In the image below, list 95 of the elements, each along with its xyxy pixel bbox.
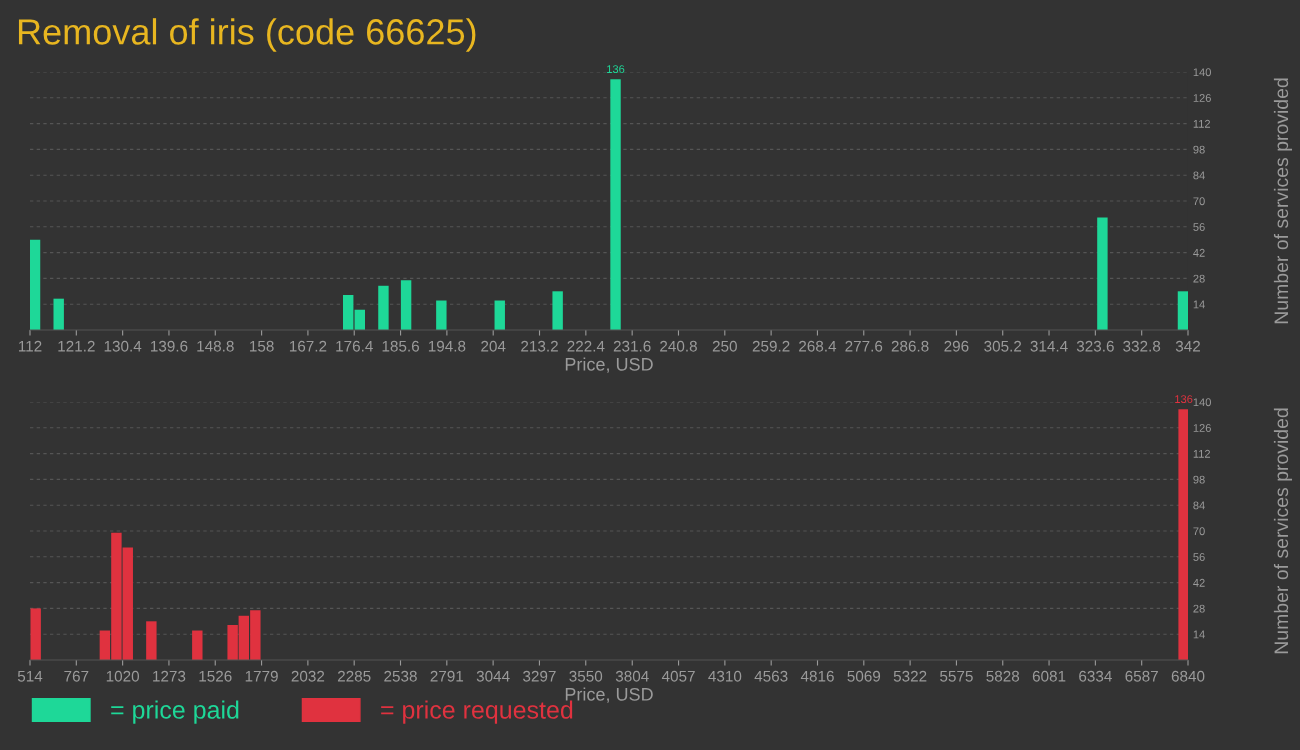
- x-tick-label: 130.4: [104, 340, 142, 352]
- y-tick-label: 28: [1193, 274, 1205, 283]
- x-tick-label: 5575: [940, 670, 973, 682]
- x-tick-label: 4310: [708, 670, 742, 682]
- y-tick-label: 56: [1193, 553, 1205, 561]
- x-tick-label: 185.6: [382, 340, 420, 352]
- x-tick-label: 323.6: [1076, 340, 1114, 352]
- x-tick-label: 213.2: [521, 340, 558, 352]
- x-tick-label: 5828: [986, 670, 1020, 682]
- x-tick-label: 2538: [384, 670, 417, 682]
- x-tick-label: 286.8: [891, 340, 929, 352]
- x-tick-label: 3804: [615, 670, 649, 682]
- x-tick-label: 240.8: [660, 340, 697, 352]
- y-tick-label: 140: [1193, 68, 1211, 77]
- x-axis-title: Price, USD: [565, 357, 653, 373]
- data-label: 136: [1175, 395, 1193, 404]
- x-tick-label: 1779: [245, 670, 278, 682]
- x-tick-label: 204: [481, 340, 506, 352]
- y-tick-label: 70: [1193, 197, 1205, 206]
- x-tick-label: 3044: [476, 670, 510, 682]
- x-tick-label: 268.4: [799, 340, 837, 352]
- x-tick-label: 231.6: [613, 340, 651, 352]
- y-tick-label: 84: [1193, 501, 1205, 510]
- bar: [1177, 291, 1188, 330]
- x-tick-label: 332.8: [1123, 340, 1161, 352]
- data-label: 136: [607, 65, 625, 74]
- bar: [494, 300, 505, 330]
- x-tick-label: 6334: [1079, 670, 1112, 682]
- x-tick-label: 4816: [800, 670, 834, 682]
- chart-title: Removal of iris (code 66625): [18, 18, 476, 52]
- x-tick-label: 194.8: [428, 340, 466, 352]
- bar: [53, 298, 64, 330]
- x-tick-label: 2791: [430, 670, 464, 682]
- x-tick-label: 2285: [337, 670, 371, 682]
- bar: [30, 608, 41, 660]
- x-tick-label: 314.4: [1030, 340, 1068, 352]
- y-tick-label: 140: [1193, 398, 1211, 407]
- y-tick-label: 98: [1193, 475, 1205, 484]
- bar: [146, 621, 157, 660]
- x-tick-label: 6840: [1171, 670, 1205, 682]
- legend-label: = price paid: [111, 700, 239, 724]
- x-tick-label: 222.4: [567, 340, 605, 352]
- bar: [1097, 217, 1108, 330]
- bar: [1178, 409, 1188, 660]
- y-tick-label: 56: [1193, 223, 1205, 231]
- bar: [192, 630, 203, 660]
- y-axis-title: Number of services provided: [1273, 78, 1293, 324]
- x-tick-label: 767: [64, 670, 89, 682]
- x-tick-label: 139.6: [151, 340, 188, 352]
- x-tick-label: 6081: [1032, 670, 1066, 682]
- x-tick-label: 176.4: [336, 340, 373, 352]
- x-tick-label: 1273: [153, 670, 186, 682]
- y-axis-title: Number of services provided: [1273, 408, 1293, 654]
- x-tick-label: 342: [1175, 340, 1200, 352]
- x-tick-label: 259.2: [752, 340, 790, 352]
- y-tick-label: 42: [1193, 248, 1205, 257]
- x-tick-label: 4563: [754, 670, 788, 682]
- bar: [342, 294, 354, 330]
- x-tick-label: 6587: [1125, 670, 1158, 682]
- bar: [400, 280, 412, 330]
- x-tick-label: 112: [18, 340, 42, 352]
- x-tick-label: 1526: [199, 670, 232, 682]
- x-tick-label: 148.8: [197, 340, 234, 352]
- y-tick-label: 126: [1193, 94, 1211, 102]
- x-tick-label: 158: [250, 340, 274, 352]
- bar: [552, 291, 563, 330]
- y-tick-label: 14: [1193, 300, 1205, 309]
- y-tick-label: 112: [1193, 449, 1211, 458]
- x-tick-label: 2032: [291, 670, 325, 682]
- x-tick-label: 121.2: [58, 340, 95, 352]
- x-tick-label: 3297: [523, 670, 556, 682]
- bar: [610, 79, 621, 330]
- x-tick-label: 305.2: [984, 340, 1022, 352]
- bar: [378, 285, 389, 330]
- y-tick-label: 14: [1193, 630, 1205, 639]
- x-tick-label: 277.6: [845, 340, 883, 352]
- y-tick-label: 126: [1193, 424, 1211, 432]
- x-tick-label: 5322: [893, 670, 927, 682]
- x-tick-label: 514: [17, 670, 43, 682]
- bar: [436, 300, 447, 330]
- x-tick-label: 1020: [106, 670, 140, 682]
- x-tick-label: 296: [944, 340, 969, 352]
- x-tick-label: 167.2: [289, 340, 327, 352]
- y-tick-label: 84: [1193, 171, 1205, 180]
- bar: [354, 309, 365, 330]
- x-tick-label: 4057: [661, 670, 695, 682]
- y-tick-label: 28: [1193, 604, 1205, 613]
- y-tick-label: 42: [1193, 578, 1205, 587]
- bar: [30, 239, 41, 330]
- x-tick-label: 250: [712, 340, 737, 352]
- y-tick-label: 98: [1193, 145, 1205, 154]
- x-tick-label: 3550: [569, 670, 603, 682]
- x-tick-label: 5069: [847, 670, 881, 682]
- y-tick-label: 70: [1193, 527, 1205, 536]
- y-tick-label: 112: [1193, 119, 1211, 128]
